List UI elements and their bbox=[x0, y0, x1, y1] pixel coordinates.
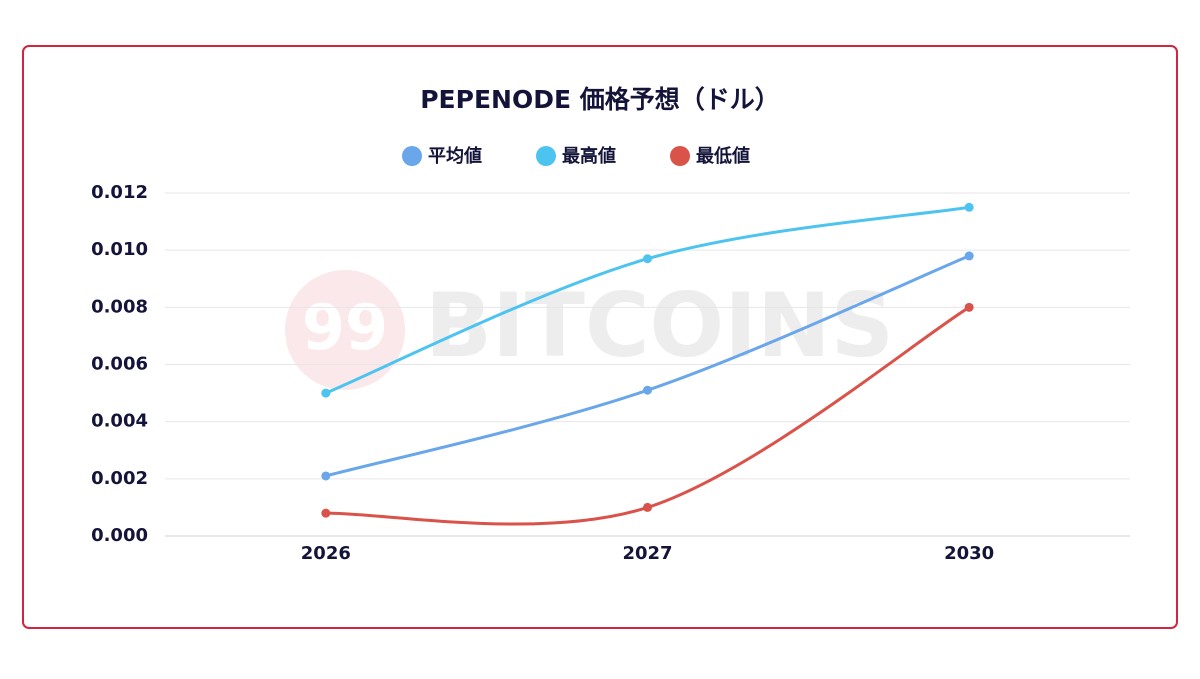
x-tick-label: 2030 bbox=[944, 543, 994, 564]
legend-marker bbox=[536, 146, 556, 166]
point bbox=[321, 471, 331, 481]
watermark-circle bbox=[285, 270, 405, 390]
y-tick-label: 0.002 bbox=[91, 468, 148, 489]
legend-marker bbox=[402, 146, 422, 166]
point bbox=[643, 254, 652, 264]
legend-label: 平均値 bbox=[428, 145, 482, 167]
y-tick-label: 0.006 bbox=[91, 354, 148, 375]
point bbox=[643, 385, 652, 395]
x-tick-label: 2027 bbox=[622, 543, 672, 564]
watermark-text: BITCOINS bbox=[425, 274, 894, 377]
frame bbox=[22, 45, 1178, 629]
watermark: 99 BITCOINS bbox=[285, 270, 894, 390]
watermark-logo: 99 bbox=[302, 291, 388, 364]
y-tick-label: 0.008 bbox=[91, 296, 148, 317]
legend-label: 最高値 bbox=[562, 145, 616, 167]
point bbox=[964, 302, 974, 312]
x-tick-label: 2026 bbox=[301, 543, 351, 564]
y-tick-label: 0.004 bbox=[91, 411, 148, 432]
legend-marker bbox=[670, 146, 690, 166]
legend-label: 最低値 bbox=[696, 145, 750, 167]
y-tick-label: 0.010 bbox=[91, 239, 148, 260]
point bbox=[964, 202, 974, 212]
chart-title: PEPENODE 価格予想（ドル） bbox=[420, 85, 780, 114]
point bbox=[643, 502, 652, 512]
y-tick-label: 0.012 bbox=[91, 182, 148, 203]
point bbox=[321, 508, 331, 518]
y-tick-label: 0.000 bbox=[91, 525, 148, 546]
point bbox=[964, 251, 974, 261]
point bbox=[321, 388, 331, 398]
